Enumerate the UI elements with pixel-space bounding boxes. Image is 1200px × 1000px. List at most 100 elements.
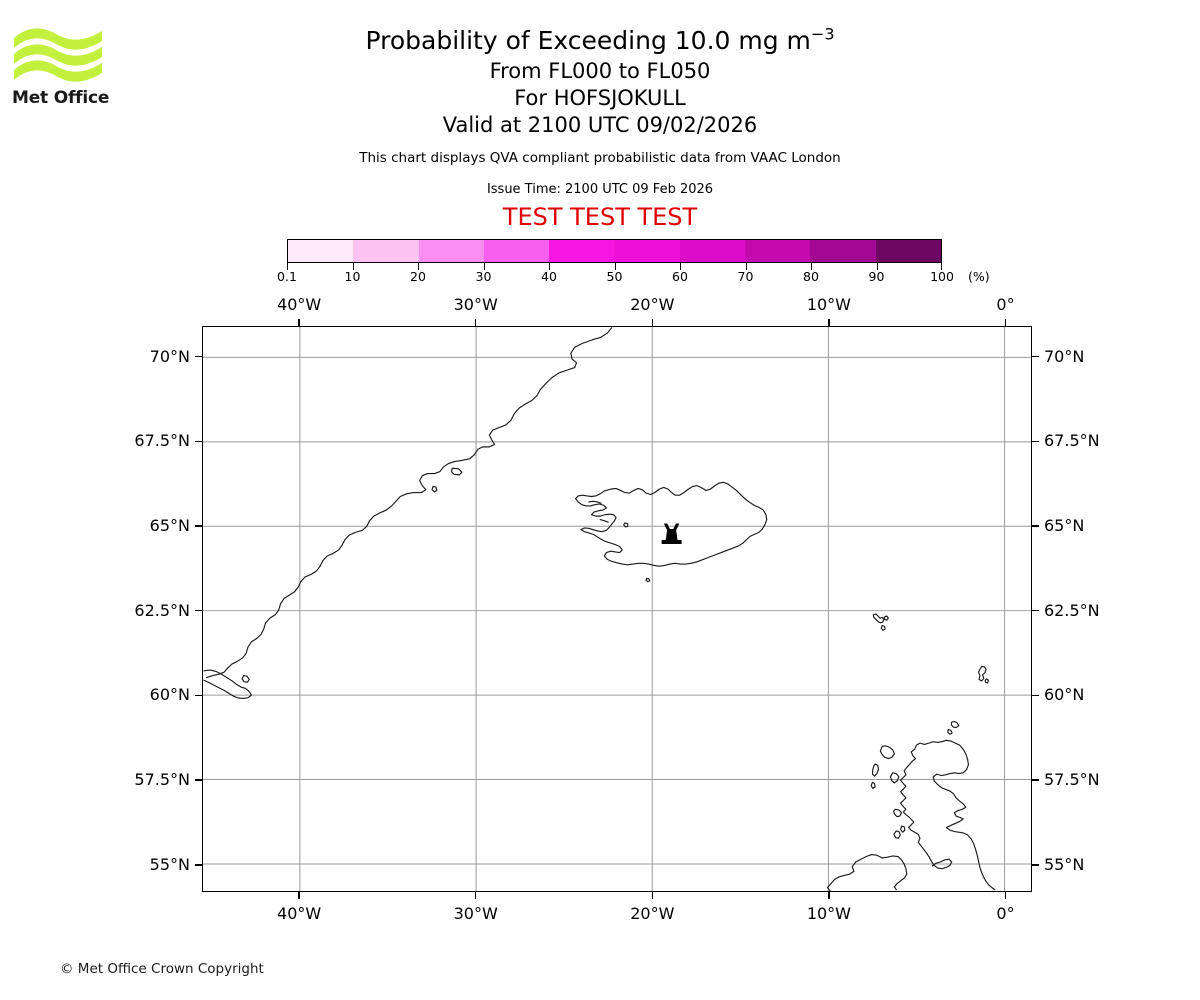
lon-tick-bottom-1 <box>475 892 477 899</box>
colorbar-tick-9 <box>876 263 878 270</box>
coastline-segment-24 <box>893 830 901 839</box>
colorbar-label-90: 90 <box>868 269 885 284</box>
chart-title-block: Probability of Exceeding 10.0 mg m−3 Fro… <box>0 24 1200 232</box>
volcano-marker-icon <box>661 523 682 544</box>
colorbar-label-10: 10 <box>344 269 361 284</box>
test-banner: TEST TEST TEST <box>502 203 698 231</box>
chart-description: This chart displays QVA compliant probab… <box>359 150 841 166</box>
coastline-segment-27 <box>893 855 908 891</box>
coastline-segment-0 <box>205 327 613 679</box>
coastline-segment-10 <box>872 613 885 624</box>
coastline-segment-18 <box>900 739 953 870</box>
lat-tick-right-4 <box>1032 694 1039 697</box>
colorbar-unit-label: (%) <box>968 269 990 284</box>
copyright-notice: © Met Office Crown Copyright <box>60 961 264 977</box>
colorbar-tick-2 <box>418 263 420 270</box>
lat-label-right-4: 60°N <box>1044 685 1085 705</box>
colorbar-segment-2 <box>418 240 484 262</box>
coastline-segment-4 <box>431 485 438 493</box>
lat-tick-left-5 <box>195 779 202 781</box>
lat-label-right-0: 70°N <box>1044 346 1085 366</box>
coastline-segment-13 <box>977 665 987 682</box>
lat-label-left-5: 57.5°N <box>134 770 190 790</box>
coastline-segment-1 <box>203 669 253 700</box>
coastline-segment-26 <box>826 853 899 891</box>
colorbar-tick-10 <box>940 263 942 270</box>
valid-time-subtitle: Valid at 2100 UTC 09/02/2026 <box>442 113 758 137</box>
colorbar-segment-9 <box>875 240 941 262</box>
lat-label-right-5: 57.5°N <box>1044 770 1100 790</box>
lon-tick-bottom-2 <box>651 892 653 899</box>
flight-level-subtitle: From FL000 to FL050 <box>489 59 711 83</box>
coastline-segment-15 <box>950 720 960 729</box>
colorbar-label-20: 20 <box>410 269 426 284</box>
lat-label-left-0: 70°N <box>149 346 190 366</box>
lon-label-bottom-4: 0° <box>996 904 1015 923</box>
colorbar-label-100: 100 <box>930 269 954 284</box>
colorbar-segment-8 <box>810 240 876 262</box>
met-office-logo-text: Met Office <box>12 88 110 108</box>
lon-tick-top-4 <box>1004 319 1007 326</box>
issue-time-label: Issue Time: 2100 UTC 09 Feb 2026 <box>486 182 714 197</box>
lat-tick-left-2 <box>195 525 202 527</box>
lat-tick-right-2 <box>1032 525 1039 527</box>
lat-label-right-6: 55°N <box>1044 854 1085 874</box>
lon-label-top-4: 0° <box>996 295 1015 314</box>
lat-label-left-6: 55°N <box>149 854 190 874</box>
colorbar-tick-labels: 0.1 10 20 30 40 50 60 70 80 90 100 <box>277 269 954 287</box>
coastline-segment-11 <box>883 615 889 621</box>
colorbar-segment-7 <box>745 240 811 262</box>
map-plot-area[interactable] <box>202 326 1032 892</box>
met-office-wave-mark <box>14 28 102 82</box>
colorbar-tick-6 <box>680 263 682 270</box>
lon-label-bottom-2: 20°W <box>630 904 675 923</box>
main-title-exponent: −3 <box>810 24 835 44</box>
coastline-segment-23 <box>893 808 903 818</box>
lat-label-right-2: 65°N <box>1044 515 1085 535</box>
lat-tick-right-3 <box>1032 609 1039 612</box>
lon-tick-bottom-4 <box>1004 892 1007 899</box>
coastline-segment-20 <box>871 763 880 777</box>
lon-label-top-0: 40°W <box>277 295 322 314</box>
main-title-text: Probability of Exceeding 10.0 mg m <box>365 26 811 55</box>
coastline-segment-3 <box>450 467 463 476</box>
colorbar-label-50: 50 <box>606 269 623 284</box>
colorbar-tick-1 <box>352 263 354 270</box>
lon-tick-top-3 <box>828 319 830 326</box>
colorbar-label-30: 30 <box>475 269 492 284</box>
colorbar-gradient <box>287 239 942 263</box>
coastline-segment-19 <box>879 745 896 760</box>
coastline-segment-6 <box>588 500 602 504</box>
colorbar-label-0-1: 0.1 <box>277 269 297 284</box>
map-gridlines <box>203 327 1031 891</box>
lat-tick-right-0 <box>1032 355 1039 358</box>
coastline-segment-5 <box>575 481 768 567</box>
coastline-segment-9 <box>623 522 629 528</box>
colorbar-label-70: 70 <box>737 269 754 284</box>
lon-label-bottom-1: 30°W <box>453 904 498 923</box>
colorbar-tick-4 <box>549 263 551 270</box>
volcano-name-subtitle: For HOFSJOKULL <box>514 86 686 110</box>
coastline-segment-25 <box>900 825 906 833</box>
colorbar-tick-7 <box>745 263 747 270</box>
lat-label-left-3: 62.5°N <box>134 600 190 620</box>
lon-tick-top-0 <box>298 319 300 326</box>
lat-tick-left-6 <box>195 864 202 866</box>
lon-label-top-1: 30°W <box>453 295 498 314</box>
colorbar-tick-8 <box>811 263 813 270</box>
colorbar-segment-0 <box>288 240 354 262</box>
met-office-logo: Met Office <box>12 24 122 114</box>
volcano-glyph <box>661 523 682 544</box>
lat-label-right-3: 62.5°N <box>1044 600 1100 620</box>
colorbar-label-40: 40 <box>541 269 557 284</box>
lon-label-bottom-0: 40°W <box>277 904 322 923</box>
colorbar-tick-0 <box>287 263 289 270</box>
colorbar-segment-6 <box>679 240 746 262</box>
lat-label-right-1: 67.5°N <box>1044 431 1100 451</box>
lon-label-bottom-3: 10°W <box>806 904 851 923</box>
lat-label-left-4: 60°N <box>149 685 190 705</box>
lat-tick-left-4 <box>195 694 202 697</box>
coastline-segment-17 <box>932 740 996 891</box>
colorbar-tick-3 <box>483 263 485 270</box>
colorbar-segment-5 <box>614 240 680 262</box>
